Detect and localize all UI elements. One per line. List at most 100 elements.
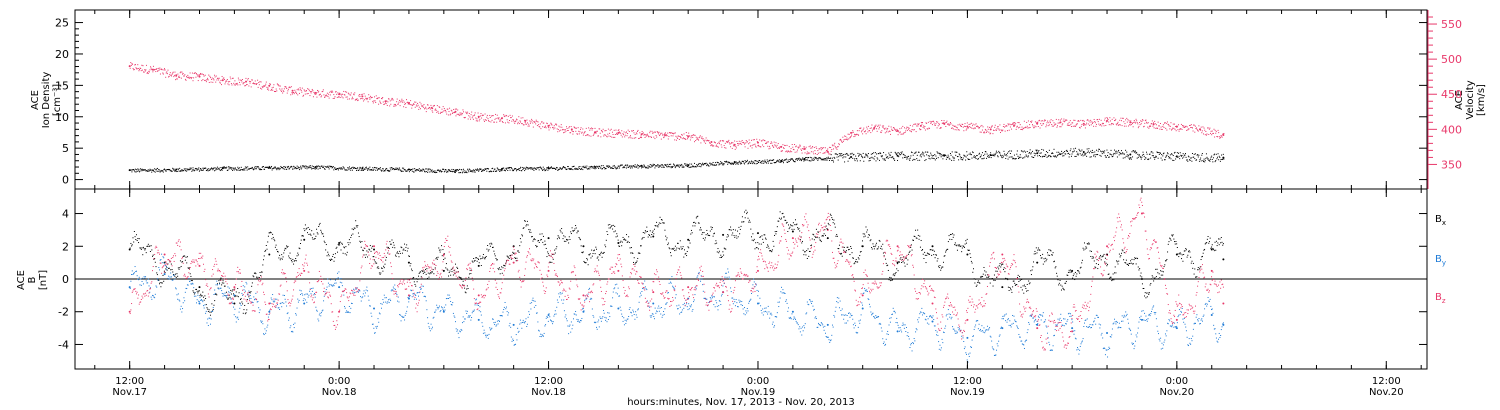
velocity-sample (543, 122, 545, 124)
velocity-sample (870, 132, 872, 134)
density-sample (282, 167, 284, 169)
field-sample-bx (356, 226, 358, 228)
density-sample (440, 171, 442, 173)
field-sample-bx (390, 243, 392, 245)
density-sample (150, 169, 152, 171)
field-sample-bx (571, 227, 573, 229)
density-sample (307, 166, 309, 168)
density-sample (596, 166, 598, 168)
density-sample (322, 167, 324, 169)
field-sample-bx (351, 228, 353, 230)
velocity-sample (166, 73, 168, 75)
density-sample (554, 167, 556, 169)
density-sample (474, 169, 476, 171)
density-sample (232, 168, 234, 170)
velocity-sample (195, 76, 197, 78)
density-sample (1050, 156, 1052, 158)
density-sample (585, 166, 587, 168)
velocity-sample (1128, 120, 1130, 122)
field-sample-bx (672, 248, 674, 250)
density-sample (730, 163, 732, 165)
density-tick-label: 0 (62, 174, 69, 187)
field-sample-bx (214, 293, 216, 295)
density-sample (485, 168, 487, 170)
velocity-sample (624, 134, 626, 136)
field-sample-bx (235, 295, 237, 297)
field-sample-bx (577, 230, 579, 232)
velocity-sample (295, 91, 297, 93)
density-sample (578, 166, 580, 168)
density-sample (1120, 153, 1122, 155)
density-sample (769, 160, 771, 162)
velocity-sample (422, 106, 424, 108)
velocity-sample (987, 126, 989, 128)
velocity-sample (878, 128, 880, 130)
density-sample (652, 163, 654, 165)
density-sample (666, 165, 668, 167)
velocity-sample (686, 135, 688, 137)
density-sample (395, 167, 397, 169)
field-point-bx (582, 245, 585, 248)
velocity-sample (626, 135, 628, 137)
field-sample-bx (209, 314, 211, 316)
velocity-sample (899, 131, 901, 133)
field-sample-bx (765, 238, 767, 240)
density-sample (731, 163, 733, 165)
field-sample-bx (302, 235, 304, 237)
density-sample (1119, 151, 1121, 153)
velocity-sample (1050, 119, 1052, 121)
density-sample (881, 156, 883, 158)
field-sample-bx (184, 255, 186, 257)
velocity-sample (214, 76, 216, 78)
density-sample (987, 156, 989, 158)
velocity-sample (1165, 127, 1167, 129)
density-sample (180, 170, 182, 172)
field-sample-bx (295, 260, 297, 262)
velocity-sample (808, 146, 810, 148)
density-sample (682, 166, 684, 168)
density-sample (340, 168, 342, 170)
velocity-sample (904, 131, 906, 133)
field-sample-bx (797, 227, 799, 229)
velocity-sample (1162, 124, 1164, 126)
density-sample (828, 157, 830, 159)
velocity-sample (1166, 129, 1168, 131)
field-sample-bx (165, 268, 167, 270)
density-sample (835, 153, 837, 155)
field-sample-bx (133, 230, 135, 232)
density-sample (520, 170, 522, 172)
velocity-sample (1180, 128, 1182, 130)
velocity-sample (777, 143, 779, 145)
field-sample-bx (435, 258, 437, 260)
density-sample (649, 166, 651, 168)
density-sample (543, 168, 545, 170)
density-sample (1055, 155, 1057, 157)
density-sample (1215, 153, 1217, 155)
velocity-sample (413, 103, 415, 105)
density-sample (1111, 154, 1113, 156)
velocity-sample (1066, 124, 1068, 126)
density-sample (1201, 153, 1203, 155)
field-sample-bx (359, 240, 361, 242)
density-sample (194, 169, 196, 171)
field-sample-bx (252, 275, 254, 277)
velocity-sample (303, 89, 305, 91)
velocity-sample (467, 111, 469, 113)
velocity-sample (1057, 122, 1059, 124)
density-sample (262, 166, 264, 168)
velocity-sample (375, 95, 377, 97)
velocity-sample (198, 74, 200, 76)
density-sample (1216, 158, 1218, 160)
velocity-point (338, 93, 341, 96)
field-sample-bx (379, 273, 381, 275)
velocity-sample (303, 94, 305, 96)
density-sample (374, 167, 376, 169)
velocity-sample (802, 148, 804, 150)
velocity-sample (641, 130, 643, 132)
field-sample-bx (392, 242, 394, 244)
velocity-sample (1151, 122, 1153, 124)
density-sample (796, 158, 798, 160)
density-sample (1038, 155, 1040, 157)
density-sample (662, 165, 664, 167)
velocity-sample (224, 83, 226, 85)
